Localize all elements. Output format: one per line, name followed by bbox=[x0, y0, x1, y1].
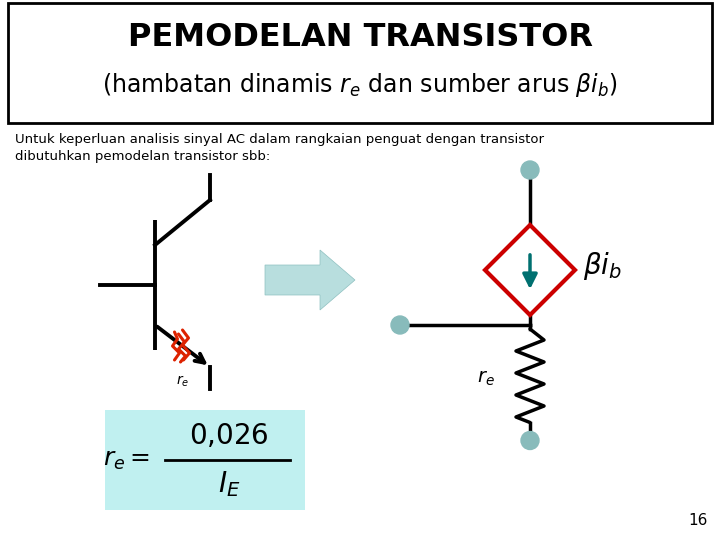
Text: $I_E$: $I_E$ bbox=[217, 469, 240, 499]
Text: Untuk keperluan analisis sinyal AC dalam rangkaian penguat dengan transistor
dib: Untuk keperluan analisis sinyal AC dalam… bbox=[15, 133, 544, 163]
FancyBboxPatch shape bbox=[8, 3, 712, 123]
Circle shape bbox=[391, 316, 409, 334]
Text: 16: 16 bbox=[688, 513, 708, 528]
Circle shape bbox=[521, 431, 539, 449]
Text: $r_e$: $r_e$ bbox=[477, 369, 495, 388]
Text: $\beta i_b$: $\beta i_b$ bbox=[583, 250, 622, 282]
Polygon shape bbox=[485, 225, 575, 315]
Text: (hambatan dinamis $r_e$ dan sumber arus $\beta i_b$): (hambatan dinamis $r_e$ dan sumber arus … bbox=[102, 71, 618, 99]
Text: $r_e =$: $r_e =$ bbox=[103, 448, 150, 472]
Polygon shape bbox=[265, 250, 355, 310]
Text: PEMODELAN TRANSISTOR: PEMODELAN TRANSISTOR bbox=[127, 23, 593, 53]
Text: $0{,}026$: $0{,}026$ bbox=[189, 422, 269, 450]
Text: $r_e$: $r_e$ bbox=[176, 374, 189, 389]
Circle shape bbox=[521, 161, 539, 179]
FancyBboxPatch shape bbox=[105, 410, 305, 510]
